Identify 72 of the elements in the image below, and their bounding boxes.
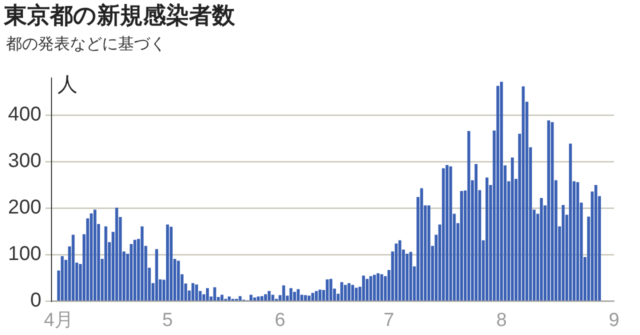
bar — [206, 288, 209, 300]
bar — [406, 254, 409, 300]
bar — [140, 226, 144, 300]
bar — [351, 284, 354, 300]
bar — [344, 284, 347, 300]
bar — [460, 190, 463, 300]
bar — [547, 120, 550, 300]
bar — [191, 283, 194, 300]
bar — [104, 226, 108, 300]
bar — [329, 278, 332, 300]
bar — [268, 290, 271, 300]
bar — [289, 288, 292, 300]
y-tick-label: 100 — [8, 243, 42, 266]
y-tick-label: 400 — [8, 104, 42, 126]
x-tick-label: 4月 — [44, 310, 74, 331]
y-tick-label: 200 — [8, 196, 42, 219]
y-tick-label: 300 — [8, 150, 42, 172]
bar — [442, 168, 445, 300]
x-tick-label: 5 — [162, 310, 173, 331]
bar — [133, 240, 136, 300]
bar — [72, 234, 75, 300]
bar — [446, 164, 448, 300]
bar — [449, 166, 452, 300]
bar — [318, 290, 322, 300]
y-axis-title: 人 — [57, 72, 78, 96]
bar — [264, 294, 267, 300]
x-tick-label: 9 — [608, 310, 620, 331]
bar — [238, 296, 242, 300]
bar — [568, 144, 572, 300]
bar — [380, 274, 384, 300]
bar — [304, 295, 307, 300]
bar — [467, 131, 470, 300]
bar — [176, 260, 180, 300]
bar — [195, 284, 198, 300]
bar — [348, 283, 350, 300]
chart-title: 東京都の新規感染者数 — [4, 2, 235, 31]
bar — [282, 285, 286, 300]
bar — [155, 249, 158, 300]
x-tick-label: 8 — [496, 310, 507, 331]
bar — [562, 204, 565, 300]
bar — [296, 289, 300, 300]
x-tick-label: 7 — [384, 310, 394, 331]
bar — [93, 210, 96, 300]
bar — [271, 294, 274, 300]
bar — [576, 182, 580, 300]
chart-subtitle: 都の発表などに基づく — [6, 34, 166, 55]
bar — [496, 86, 500, 300]
bar — [420, 188, 424, 300]
bar — [253, 297, 256, 300]
x-tick-label: 6 — [274, 310, 286, 331]
bar — [510, 158, 514, 300]
bar — [293, 292, 296, 300]
bar — [260, 296, 264, 300]
bar — [500, 82, 503, 300]
bar — [170, 226, 173, 300]
bar — [594, 184, 598, 300]
y-tick-label: 0 — [30, 290, 42, 312]
bar — [362, 276, 365, 300]
bar — [366, 278, 369, 300]
bar — [369, 276, 372, 300]
bar — [372, 274, 376, 300]
bar — [474, 164, 478, 300]
bar — [486, 178, 488, 300]
bar — [376, 273, 380, 300]
bar — [314, 290, 318, 300]
bar — [166, 224, 169, 300]
bar — [398, 240, 402, 300]
bar — [220, 294, 224, 300]
bar — [250, 294, 252, 300]
bar — [540, 198, 543, 300]
bar — [427, 205, 430, 300]
bar — [308, 296, 311, 300]
